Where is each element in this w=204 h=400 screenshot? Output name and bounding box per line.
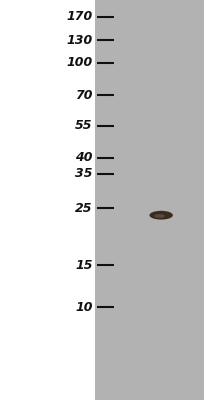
Text: 170: 170: [67, 10, 93, 23]
Text: 130: 130: [67, 34, 93, 46]
Text: 70: 70: [75, 89, 93, 102]
Text: 25: 25: [75, 202, 93, 214]
Ellipse shape: [149, 211, 173, 220]
Ellipse shape: [154, 214, 165, 218]
Text: 55: 55: [75, 119, 93, 132]
Text: 100: 100: [67, 56, 93, 69]
Text: 10: 10: [75, 301, 93, 314]
FancyBboxPatch shape: [95, 0, 204, 400]
Text: 15: 15: [75, 259, 93, 272]
Text: 40: 40: [75, 151, 93, 164]
Text: 35: 35: [75, 167, 93, 180]
